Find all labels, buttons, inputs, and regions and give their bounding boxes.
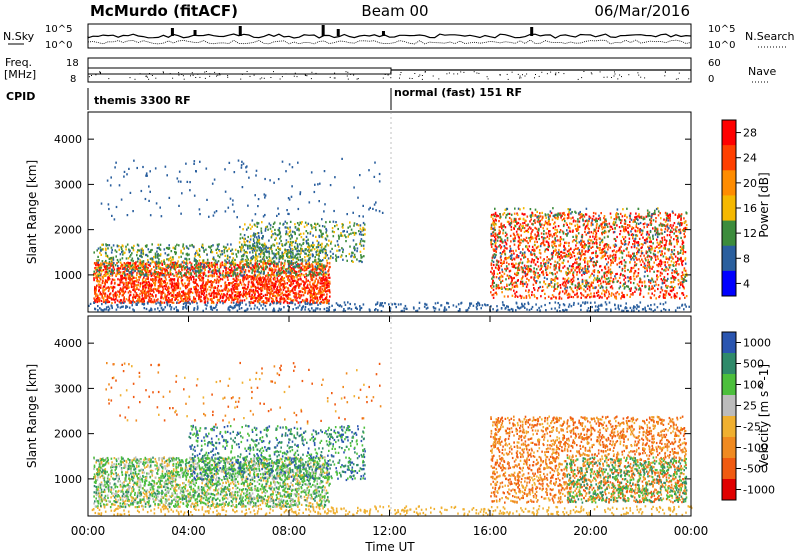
colorbar-tick-label: 500 <box>743 358 764 371</box>
beam-title: Beam 00 <box>361 2 428 20</box>
x-tick-label: 00:00 <box>674 524 709 538</box>
colorbar-tick-label: 16 <box>743 202 757 215</box>
freq-strip: Freq. [MHz] 18 8 60 0 Nave <box>4 56 776 85</box>
station-title: McMurdo (fitACF) <box>90 2 238 20</box>
colorbar-tick-label: -25 <box>743 421 761 434</box>
colorbar-tick-label: -100 <box>743 442 768 455</box>
left-axis-top: 10^5 <box>45 24 72 35</box>
colorbar-tick-label: 28 <box>743 127 757 140</box>
x-tick-label: 00:00 <box>71 524 106 538</box>
velocity-colorbar-label: Velocity [m s^-1] <box>757 364 771 468</box>
nsky-label: N.Sky <box>3 30 35 43</box>
x-tick-label: 16:00 <box>473 524 508 538</box>
x-tick-label: 08:00 <box>272 524 307 538</box>
y-tick-label: 1000 <box>54 269 82 282</box>
power-heatmap <box>88 157 690 313</box>
freq-unit-label: [MHz] <box>4 68 36 81</box>
y-tick-label: 1000 <box>54 473 82 486</box>
cpid-segment-1: normal (fast) 151 RF <box>394 86 522 99</box>
nsearch-label: N.Search <box>745 30 795 43</box>
colorbar-tick-label: 24 <box>743 152 757 165</box>
time-x-axis: 00:00 04:00 08:00 12:00 16:00 20:00 00:00 <box>71 112 709 538</box>
colorbar-tick-label: -500 <box>743 463 768 476</box>
power-colorbar: 28 24 20 16 12 8 4 <box>721 119 757 297</box>
x-tick-label: 04:00 <box>171 524 206 538</box>
colorbar-tick-label: 1000 <box>743 337 771 350</box>
right-axis-top: 10^5 <box>708 24 735 35</box>
y-tick-label: 2000 <box>54 428 82 441</box>
cpid-label: CPID <box>6 90 35 103</box>
time-xlabel: Time UT <box>364 540 415 554</box>
velocity-heatmap <box>91 361 693 517</box>
colorbar-tick-label: 25 <box>743 400 757 413</box>
power-ylabel: Slant Range [km] <box>25 160 39 264</box>
nave-tick-bottom: 0 <box>708 74 714 85</box>
y-tick-label: 4000 <box>54 337 82 350</box>
cpid-strip: CPID themis 3300 RF normal (fast) 151 RF <box>6 86 522 110</box>
colorbar-tick-label: 4 <box>743 277 750 290</box>
colorbar-tick-label: 12 <box>743 227 757 240</box>
freq-label: Freq. <box>5 56 32 69</box>
freq-tick-bottom: 8 <box>70 74 76 85</box>
nave-label: Nave <box>748 65 776 78</box>
y-tick-label: 4000 <box>54 133 82 146</box>
cpid-segment-0: themis 3300 RF <box>94 94 191 107</box>
left-axis-bottom: 10^0 <box>45 40 72 51</box>
power-panel: 1000 2000 3000 4000 Slant Range [km] 28 24 20… <box>25 111 771 313</box>
nave-tick-top: 60 <box>708 58 721 69</box>
noise-trace <box>87 25 692 45</box>
velocity-y-axis: 1000 2000 3000 4000 <box>54 337 691 486</box>
velocity-colorbar: 1000 500 100 25 -25 -100 -500 -1000 <box>721 331 775 501</box>
colorbar-tick-label: -1000 <box>743 484 775 497</box>
x-tick-label: 20:00 <box>573 524 608 538</box>
freq-trace <box>87 67 691 80</box>
y-tick-label: 2000 <box>54 224 82 237</box>
x-tick-label: 12:00 <box>372 524 407 538</box>
velocity-panel: 1000 2000 3000 4000 Slant Range [km] 1000 50… <box>25 112 775 554</box>
colorbar-tick-label: 20 <box>743 177 757 190</box>
colorbar-tick-label: 8 <box>743 252 750 265</box>
freq-tick-top: 18 <box>66 58 79 69</box>
power-colorbar-label: Power [dB] <box>757 172 771 237</box>
right-axis-bottom: 10^0 <box>708 40 735 51</box>
noise-strip: N.Sky 10^5 10^0 10^5 10^0 N.Search <box>3 23 795 51</box>
power-y-axis: 1000 2000 3000 4000 <box>54 133 691 282</box>
y-tick-label: 3000 <box>54 178 82 191</box>
colorbar-tick-label: 100 <box>743 379 764 392</box>
y-tick-label: 3000 <box>54 382 82 395</box>
date-title: 06/Mar/2016 <box>594 2 690 20</box>
velocity-ylabel: Slant Range [km] <box>25 364 39 468</box>
